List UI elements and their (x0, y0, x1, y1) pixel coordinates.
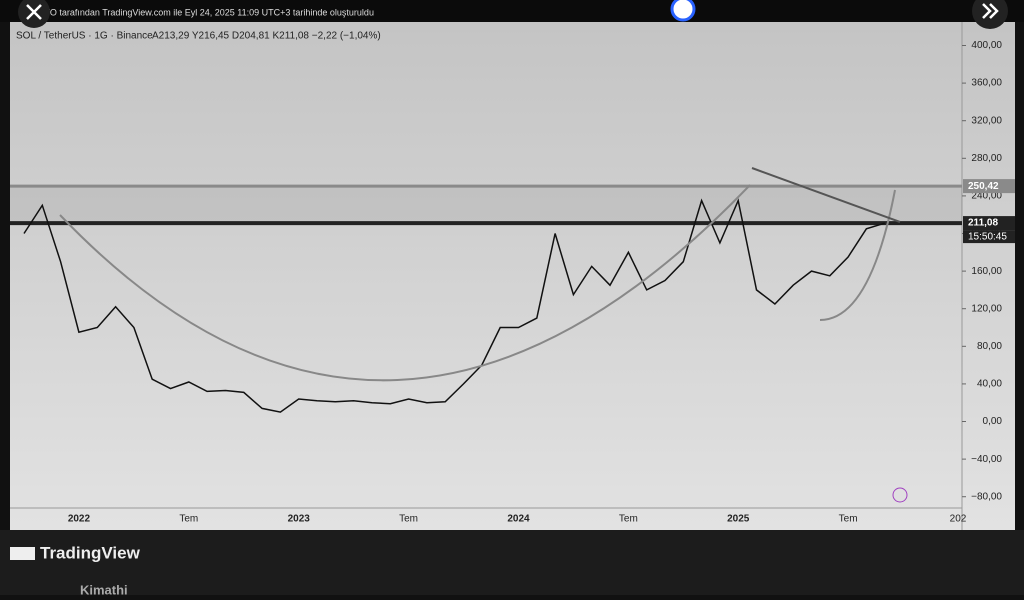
x-tick-label: Tem (619, 514, 638, 525)
credit: UPTO tarafından TradingView.com ile Eyl … (32, 7, 374, 17)
ohlc: A213,29 Y216,45 D204,81 K211,08 −2,22 (−… (152, 31, 381, 42)
chart-panel (10, 22, 1015, 530)
top-bar (0, 0, 1024, 22)
chart-title: SOL / TetherUS · 1G · Binance (16, 31, 153, 42)
user: Kimathi (80, 582, 128, 595)
y-tick-label: 360,00 (971, 78, 1002, 89)
x-tick-label: 2024 (507, 514, 530, 525)
price-tag-label: 211,08 (968, 218, 998, 229)
close-button[interactable] (18, 0, 50, 28)
brand: TradingView (40, 543, 141, 562)
x-tick-label: 2025 (727, 514, 750, 525)
y-tick-label: −40,00 (971, 454, 1002, 465)
y-tick-label: 0,00 (983, 416, 1003, 427)
expand-button[interactable] (972, 0, 1008, 29)
y-tick-label: 120,00 (971, 303, 1002, 314)
close-icon (26, 4, 42, 20)
countdown-tag (963, 230, 1015, 244)
plot (10, 184, 962, 413)
cup-curve (59, 184, 751, 382)
trendline (751, 167, 901, 223)
price-line (23, 198, 885, 413)
x-tick-label: 202 (950, 514, 967, 525)
countdown: 15:50:45 (968, 232, 1007, 243)
x-tick-label: Tem (179, 514, 198, 525)
logo-badge (670, 0, 696, 22)
y-tick-label: −80,00 (971, 491, 1002, 502)
bottom-bar (0, 530, 1024, 595)
y-tick-label: 160,00 (971, 266, 1002, 277)
y-tick-label: 400,00 (971, 40, 1002, 51)
price-tag (963, 216, 1015, 231)
level-zone (10, 186, 962, 224)
x-tick-label: Tem (839, 514, 858, 525)
handle-curve (819, 189, 896, 321)
x-tick-label: Tem (399, 514, 418, 525)
y-tick-label: 320,00 (971, 115, 1002, 126)
expand-icon (982, 3, 999, 19)
price-tag-label: 250,42 (968, 181, 999, 192)
y-tick-label: 280,00 (971, 153, 1002, 164)
x-tick-label: 2022 (68, 514, 91, 525)
y-tick-label: 80,00 (977, 341, 1002, 352)
y-tick-label: 240,00 (971, 191, 1002, 202)
x-tick-label: 2023 (288, 514, 311, 525)
price-tag (963, 179, 1015, 194)
brand-logo (10, 547, 35, 560)
flash-icon (892, 487, 908, 503)
y-tick-label: 40,00 (977, 379, 1002, 390)
